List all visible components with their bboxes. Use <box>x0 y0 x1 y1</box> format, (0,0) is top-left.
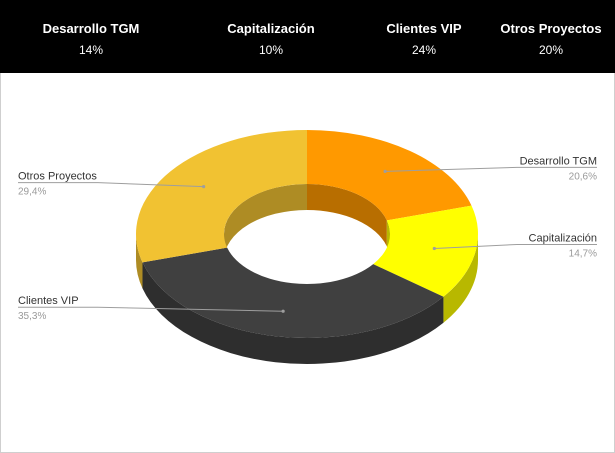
stat-otros-proyectos: Otros Proyectos 20% <box>481 20 615 59</box>
summary-header: Desarrollo TGM 14% Capitalización 10% Cl… <box>0 0 615 73</box>
slice-side-clientes-vip <box>142 262 444 365</box>
leader-dot-capitalizacion <box>432 246 436 251</box>
stat-value: 20% <box>538 43 564 57</box>
slice-label-capitalizacion: Capitalización <box>529 232 597 244</box>
stat-desarrollo-tgm: Desarrollo TGM 14% <box>21 20 161 59</box>
leader-dot-clientes-vip <box>281 309 285 313</box>
leader-line-capitalizacion <box>434 243 518 249</box>
leader-dot-desarrollo-tgm <box>383 169 387 173</box>
stat-value: 24% <box>411 43 437 57</box>
slice-desarrollo-tgm <box>307 130 472 221</box>
stat-clientes-vip: Clientes VIP 24% <box>354 20 494 59</box>
leader-line-clientes-vip <box>97 306 284 312</box>
leader-line-desarrollo-tgm <box>385 166 518 172</box>
slice-clientes-vip <box>142 247 444 339</box>
stat-label: Desarrollo TGM <box>42 21 140 36</box>
slice-percent-otros-proyectos: 29,4% <box>18 187 46 198</box>
stat-label: Clientes VIP <box>386 21 462 36</box>
stat-value: 14% <box>78 43 104 57</box>
chart-sides <box>136 183 478 365</box>
slice-percent-desarrollo-tgm: 20,6% <box>569 171 597 182</box>
chart-slices <box>136 130 479 339</box>
slice-side-capitalizacion <box>443 234 478 323</box>
stat-value: 10% <box>258 43 284 57</box>
slice-label-otros-proyectos: Otros Proyectos <box>18 171 97 183</box>
chart-labels: Desarrollo TGM 20,6% Capitalización 14,7% Cl… <box>18 155 597 322</box>
leader-line-otros-proyectos <box>97 182 204 188</box>
hole-wall-desarrollo-tgm <box>307 183 387 247</box>
slice-label-clientes-vip: Clientes VIP <box>18 295 79 307</box>
slice-side-otros-proyectos <box>136 234 143 289</box>
slice-percent-capitalizacion: 14,7% <box>569 248 597 259</box>
hole-wall-otros-proyectos <box>224 184 307 260</box>
leader-dot-otros-proyectos <box>202 185 206 189</box>
stat-label: Capitalización <box>227 21 315 36</box>
stat-label: Otros Proyectos <box>500 21 602 36</box>
slice-label-desarrollo-tgm: Desarrollo TGM <box>520 155 597 167</box>
slice-percent-clientes-vip: 35,3% <box>18 311 46 322</box>
chart-leader-lines <box>18 166 597 313</box>
slice-capitalizacion <box>373 205 479 297</box>
slice-otros-proyectos <box>136 130 307 263</box>
stat-capitalizacion: Capitalización 10% <box>201 20 341 59</box>
